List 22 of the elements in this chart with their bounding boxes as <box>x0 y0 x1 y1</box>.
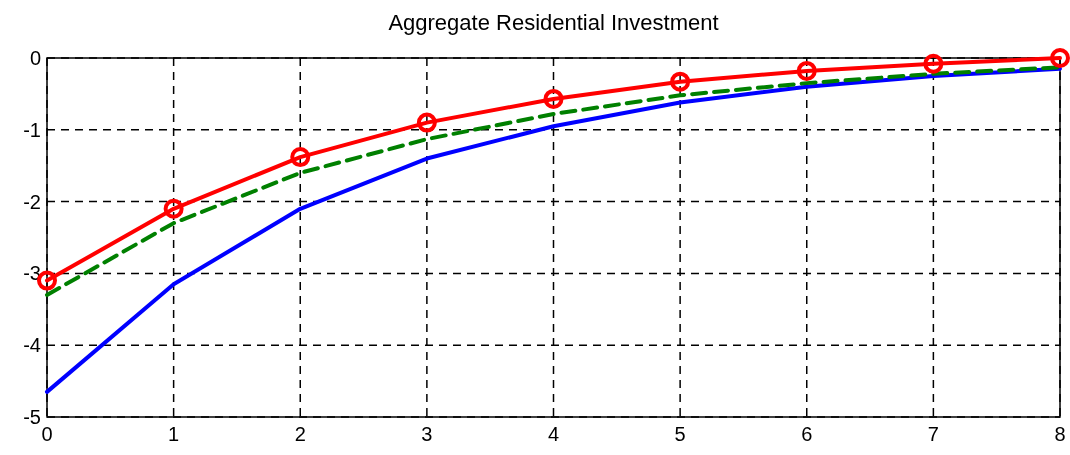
point <box>796 60 817 81</box>
chart-title: Aggregate Residential Investment <box>388 10 719 35</box>
y-tick-label: -2 <box>23 190 41 213</box>
x-tick-label: 6 <box>801 423 813 445</box>
point <box>923 53 944 74</box>
point <box>543 88 564 109</box>
x-tick-label: 1 <box>168 423 180 445</box>
point <box>670 71 691 92</box>
x-tick-label: 5 <box>674 423 686 445</box>
x-tick-label: 7 <box>927 423 939 445</box>
x-tick-label: 8 <box>1054 423 1066 445</box>
point <box>416 112 437 133</box>
x-tick-label: 2 <box>294 423 306 445</box>
y-tick-label: -1 <box>23 118 41 141</box>
point <box>1050 48 1070 68</box>
y-tick-label: -5 <box>23 406 41 428</box>
x-tick-label: 4 <box>547 423 560 445</box>
x-tick-label: 3 <box>421 423 433 445</box>
y-tick-label: -4 <box>23 334 41 357</box>
point <box>290 147 311 168</box>
point <box>163 198 184 219</box>
y-tick-label: 0 <box>29 47 41 69</box>
